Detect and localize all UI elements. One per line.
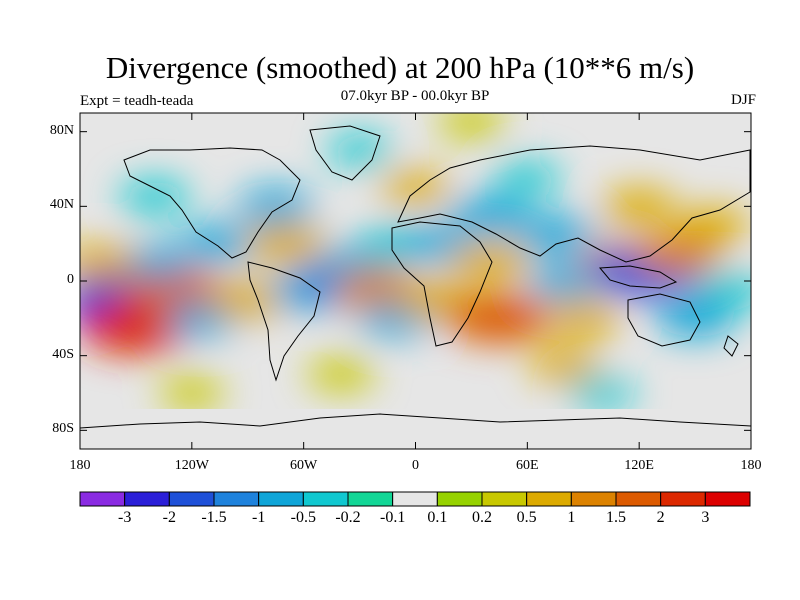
divergence-cell-31 bbox=[119, 180, 190, 214]
colorbar-swatch-6 bbox=[347, 491, 394, 507]
plot-title: Divergence (smoothed) at 200 hPa (10**6 … bbox=[105, 50, 695, 85]
divergence-cell-33 bbox=[529, 348, 600, 382]
divergence-cell-8 bbox=[237, 188, 314, 225]
coastline-maritime-continent bbox=[598, 265, 678, 289]
divergence-cell-35 bbox=[327, 134, 392, 167]
colorbar-label-4: -0.5 bbox=[290, 509, 316, 526]
colorbar-swatch-13 bbox=[660, 491, 706, 507]
colorbar-label-13: 3 bbox=[701, 509, 710, 526]
colorbar-label-9: 0.5 bbox=[516, 509, 537, 526]
divergence-cell-3 bbox=[118, 244, 191, 280]
divergence-cell-39 bbox=[80, 244, 137, 281]
divergence-cell-25 bbox=[631, 231, 722, 275]
lon-label-1: 120W bbox=[174, 458, 209, 473]
colorbar-swatch-8 bbox=[436, 491, 483, 507]
lat-label-1: 40N bbox=[49, 197, 74, 213]
coastlines bbox=[80, 125, 751, 429]
coastline-south-america bbox=[247, 261, 321, 382]
divergence-cell-34 bbox=[437, 113, 506, 139]
coastline-new-zealand bbox=[723, 335, 739, 357]
divergence-cell-26 bbox=[655, 299, 735, 338]
divergence-cell-38 bbox=[697, 273, 751, 308]
plot-subtitle: 07.0kyr BP - 00.0kyr BP bbox=[340, 88, 490, 104]
colorbar-label-2: -1.5 bbox=[201, 509, 227, 526]
lat-label-2: 0 bbox=[67, 272, 74, 287]
divergence-cell-36 bbox=[569, 377, 635, 409]
colorbar-swatch-0 bbox=[79, 491, 126, 507]
divergence-cell-27 bbox=[677, 207, 751, 243]
lat-label-3: 40S bbox=[52, 346, 74, 362]
colorbar-label-8: 0.2 bbox=[472, 509, 492, 526]
divergence-cell-17 bbox=[449, 242, 531, 282]
divergence-cell-6 bbox=[208, 280, 287, 319]
lat-label-4: 80S bbox=[52, 421, 74, 437]
divergence-cell-20 bbox=[516, 215, 595, 254]
lon-label-0: 180 bbox=[69, 458, 91, 473]
coastline-australia bbox=[627, 293, 701, 347]
colorbar-swatch-4 bbox=[258, 491, 304, 507]
divergence-cell-22 bbox=[545, 300, 622, 337]
divergence-cell-7 bbox=[244, 224, 326, 264]
divergence-cell-16 bbox=[397, 226, 471, 262]
colorbar bbox=[79, 491, 751, 507]
colorbar-swatch-14 bbox=[704, 491, 751, 507]
coastline-eurasia bbox=[397, 145, 751, 263]
coastline-north-america bbox=[123, 147, 301, 259]
colorbar-label-12: 2 bbox=[656, 509, 665, 526]
lon-label-6: 180 bbox=[740, 458, 762, 473]
colorbar-label-7: 0.1 bbox=[427, 509, 448, 526]
colorbar-swatch-7 bbox=[392, 491, 438, 507]
divergence-cell-37 bbox=[159, 377, 225, 409]
divergence-cell-18 bbox=[446, 293, 553, 344]
coastline-africa bbox=[391, 221, 493, 347]
lon-label-3: 0 bbox=[412, 458, 419, 473]
coastline-greenland bbox=[309, 125, 381, 181]
colorbar-swatch-5 bbox=[302, 491, 349, 507]
colorbar-swatch-1 bbox=[124, 491, 170, 507]
colorbar-swatch-11 bbox=[570, 491, 617, 507]
colorbar-label-1: -2 bbox=[162, 509, 176, 526]
colorbar-label-10: 1 bbox=[567, 509, 576, 526]
divergence-cell-21 bbox=[528, 263, 602, 299]
season-label: DJF bbox=[730, 92, 756, 108]
experiment-label: Expt = teadh-teada bbox=[80, 93, 194, 109]
colorbar-label-5: -0.2 bbox=[335, 509, 361, 526]
divergence-cell-32 bbox=[307, 357, 375, 391]
divergence-cell-28 bbox=[601, 188, 677, 225]
colorbar-swatch-12 bbox=[615, 491, 662, 507]
axis-ticks bbox=[79, 113, 752, 449]
lon-label-4: 60E bbox=[516, 458, 539, 473]
divergence-cell-19 bbox=[449, 196, 531, 236]
divergence-cell-29 bbox=[380, 170, 451, 205]
divergence-cell-1 bbox=[80, 301, 192, 354]
divergence-field bbox=[80, 113, 751, 409]
colorbar-swatch-10 bbox=[526, 491, 572, 507]
colorbar-label-0: -3 bbox=[117, 509, 132, 526]
colorbar-swatch-2 bbox=[168, 491, 215, 507]
lat-label-0: 80N bbox=[49, 122, 74, 138]
divergence-cell-30 bbox=[493, 161, 561, 195]
lon-label-2: 60W bbox=[290, 458, 318, 473]
colorbar-label-3: -1 bbox=[251, 509, 266, 526]
lon-label-5: 120E bbox=[624, 458, 654, 473]
coastline-antarctica bbox=[80, 413, 751, 429]
colorbar-swatch-3 bbox=[213, 491, 260, 507]
colorbar-label-11: 1.5 bbox=[606, 509, 626, 526]
colorbar-swatch-9 bbox=[481, 491, 528, 507]
colorbar-label-6: -0.1 bbox=[379, 509, 406, 526]
